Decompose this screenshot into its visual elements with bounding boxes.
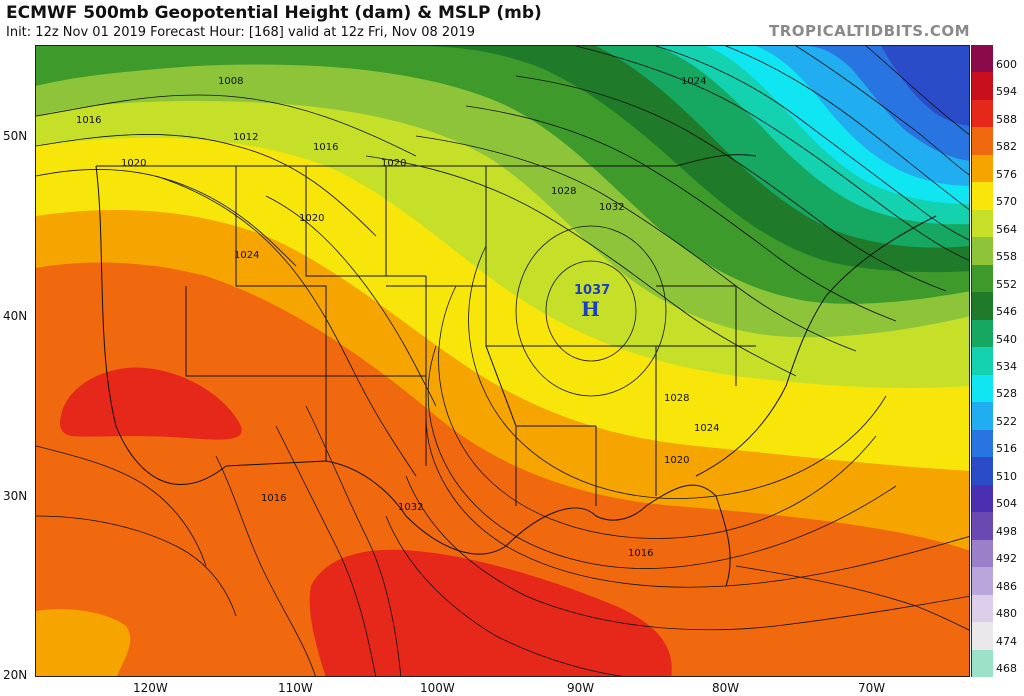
lon-label-80w: 80W bbox=[712, 681, 740, 695]
legend-swatch bbox=[971, 429, 993, 458]
isobar-label: 1020 bbox=[121, 158, 146, 169]
isobar-label: 1028 bbox=[551, 186, 576, 197]
isobar-label: 1012 bbox=[233, 132, 258, 143]
high-pressure-center: 1037 H bbox=[574, 283, 610, 321]
legend-label: 552 bbox=[996, 277, 1017, 291]
high-center-value: 1037 bbox=[574, 283, 610, 298]
height-band-510 bbox=[846, 46, 969, 126]
map-canvas: 1008 1016 1012 1016 1020 1020 1024 1020 … bbox=[36, 46, 969, 676]
legend-swatch bbox=[971, 594, 993, 623]
legend-label: 486 bbox=[996, 579, 1017, 593]
legend-swatch bbox=[971, 539, 993, 568]
legend-swatch bbox=[971, 209, 993, 238]
legend-label: 468 bbox=[996, 662, 1017, 676]
lon-label-100w: 100W bbox=[420, 681, 455, 695]
legend-label: 576 bbox=[996, 167, 1017, 181]
weather-map: 1008 1016 1012 1016 1020 1020 1024 1020 … bbox=[35, 45, 970, 677]
legend-label: 594 bbox=[996, 85, 1017, 99]
legend-swatch bbox=[971, 319, 993, 348]
lat-label-40n: 40N bbox=[3, 309, 28, 323]
lon-label-90w: 90W bbox=[567, 681, 595, 695]
legend-label: 564 bbox=[996, 222, 1017, 236]
legend-swatch bbox=[971, 457, 993, 486]
political-borders bbox=[95, 154, 937, 587]
isobar-label: 1020 bbox=[299, 213, 324, 224]
legend-label: 570 bbox=[996, 195, 1017, 209]
legend-swatch bbox=[971, 237, 993, 266]
legend-swatch bbox=[971, 182, 993, 211]
legend-label: 600 bbox=[996, 57, 1017, 71]
legend-swatch bbox=[971, 72, 993, 101]
legend-swatch bbox=[971, 649, 993, 678]
legend-label: 510 bbox=[996, 469, 1017, 483]
legend-swatch bbox=[971, 512, 993, 541]
height-band-576-southwest bbox=[36, 609, 131, 676]
legend-swatch bbox=[971, 347, 993, 376]
legend-label: 588 bbox=[996, 112, 1017, 126]
legend-label: 504 bbox=[996, 497, 1017, 511]
lon-label-110w: 110W bbox=[278, 681, 313, 695]
legend-label: 582 bbox=[996, 140, 1017, 154]
legend-label: 522 bbox=[996, 414, 1017, 428]
legend-swatch bbox=[971, 127, 993, 156]
legend-label: 534 bbox=[996, 360, 1017, 373]
isobar-label: 1032 bbox=[398, 502, 423, 513]
isobar-label: 1016 bbox=[628, 548, 653, 559]
legend-label: 492 bbox=[996, 552, 1017, 566]
legend-swatch bbox=[971, 99, 993, 128]
isobar-label: 1032 bbox=[599, 202, 624, 213]
legend-swatch bbox=[971, 45, 993, 73]
legend-label: 516 bbox=[996, 442, 1017, 456]
lon-label-120w: 120W bbox=[133, 681, 168, 695]
legend-label: 540 bbox=[996, 332, 1017, 346]
height-band-588-mexico bbox=[309, 549, 672, 676]
legend-label: 498 bbox=[996, 524, 1017, 538]
legend-label: 528 bbox=[996, 387, 1017, 401]
isobar-label: 1008 bbox=[218, 76, 243, 87]
legend-swatch bbox=[971, 567, 993, 596]
isobar-label: 1016 bbox=[76, 115, 101, 126]
legend-swatch bbox=[971, 622, 993, 650]
lon-label-70w: 70W bbox=[858, 681, 886, 695]
legend-label: 474 bbox=[996, 634, 1017, 648]
isobar-labels: 1008 1016 1012 1016 1020 1020 1024 1020 … bbox=[76, 76, 719, 559]
isobar-label: 1020 bbox=[664, 455, 689, 466]
high-center-letter: H bbox=[581, 297, 600, 321]
brand-watermark: TROPICALTIDBITS.COM bbox=[769, 22, 970, 40]
legend-swatch bbox=[971, 402, 993, 431]
legend-swatch bbox=[971, 484, 993, 513]
isobars bbox=[36, 46, 969, 676]
isobar-label: 1020 bbox=[381, 158, 406, 169]
chart-subtitle: Init: 12z Nov 01 2019 Forecast Hour: [16… bbox=[6, 25, 475, 40]
isobar-label: 1024 bbox=[681, 76, 706, 87]
legend-swatch bbox=[971, 292, 993, 321]
isobar-label: 1024 bbox=[694, 423, 719, 434]
legend-swatch bbox=[971, 374, 993, 403]
lat-label-30n: 30N bbox=[3, 489, 28, 503]
isobar-label: 1016 bbox=[261, 493, 286, 504]
height-band-588-west bbox=[59, 367, 242, 440]
legend-label: 480 bbox=[996, 607, 1017, 621]
lat-label-20n: 20N bbox=[3, 668, 28, 682]
legend-swatch bbox=[971, 154, 993, 183]
isobar-label: 1024 bbox=[234, 250, 259, 261]
legend-swatch bbox=[971, 264, 993, 293]
isobar-label: 1016 bbox=[313, 142, 338, 153]
color-legend: 600 594 588 582 576 570 564 558 552 546 540 534 528 5… bbox=[971, 45, 1023, 678]
lat-label-50n: 50N bbox=[3, 129, 28, 143]
isobar-label: 1028 bbox=[664, 393, 689, 404]
legend-label: 546 bbox=[996, 305, 1017, 319]
legend-label: 558 bbox=[996, 250, 1017, 264]
chart-title: ECMWF 500mb Geopotential Height (dam) & … bbox=[6, 3, 542, 23]
